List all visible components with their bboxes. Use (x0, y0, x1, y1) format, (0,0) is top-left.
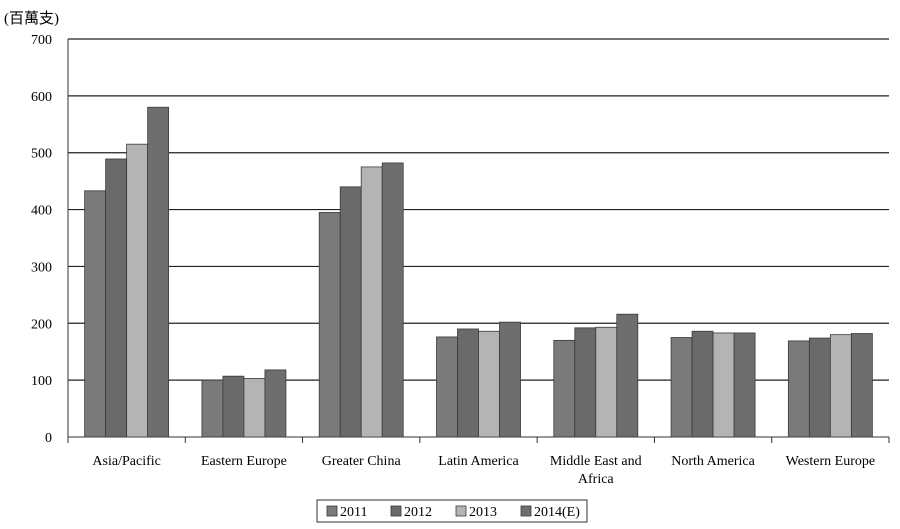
bar-2012-1 (223, 376, 244, 437)
legend-label-2011: 2011 (340, 505, 367, 520)
x-category-label-4-line1: Africa (578, 472, 615, 487)
y-tick-label-3: 300 (31, 260, 52, 275)
bar-2012-6 (809, 338, 830, 437)
bar-2012-2 (340, 187, 361, 437)
bar-2011-3 (437, 337, 458, 437)
x-category-label-6: Western Europe (786, 454, 875, 469)
bar-2013-6 (830, 335, 851, 437)
bar-2011-5 (671, 338, 692, 438)
x-category-label-1: Eastern Europe (201, 454, 287, 469)
bar-2011-1 (202, 380, 223, 437)
bar-2014(E)-3 (500, 322, 521, 437)
bar-2011-6 (788, 341, 809, 437)
x-category-label-0: Asia/Pacific (92, 454, 160, 469)
bar-2013-4 (596, 327, 617, 437)
bar-2012-3 (458, 329, 479, 437)
bar-2013-2 (361, 167, 382, 437)
bar-2011-4 (554, 340, 575, 437)
legend-swatch-2013 (456, 506, 466, 516)
bar-2012-0 (106, 159, 127, 437)
legend-label-2013: 2013 (469, 505, 497, 520)
bar-2013-5 (713, 333, 734, 437)
y-tick-label-1: 100 (31, 374, 52, 389)
legend-swatch-2011 (327, 506, 337, 516)
bar-2014(E)-4 (617, 314, 638, 437)
legend-label-2014(E): 2014(E) (534, 505, 580, 520)
x-category-label-5: North America (671, 454, 755, 469)
x-category-label-4: Middle East and (550, 454, 642, 469)
bar-2014(E)-0 (148, 107, 169, 437)
bar-2014(E)-5 (734, 333, 755, 437)
y-tick-label-4: 400 (31, 204, 52, 219)
bar-2014(E)-6 (851, 334, 872, 437)
bar-2011-2 (319, 212, 340, 437)
y-tick-label-2: 200 (31, 317, 52, 332)
bar-2013-1 (244, 378, 265, 437)
y-tick-label-7: 700 (31, 33, 52, 48)
bar-2014(E)-1 (265, 370, 286, 437)
legend-label-2012: 2012 (404, 505, 432, 520)
bar-2012-4 (575, 328, 596, 437)
x-category-label-2: Greater China (322, 454, 402, 469)
bar-2013-3 (479, 331, 500, 437)
bar-2014(E)-2 (382, 163, 403, 437)
y-axis-unit-label: (百萬支) (4, 10, 59, 27)
bar-2013-0 (127, 144, 148, 437)
legend-swatch-2012 (391, 506, 401, 516)
x-category-label-3: Latin America (438, 454, 519, 469)
y-tick-label-6: 600 (31, 90, 52, 105)
legend-swatch-2014(E) (521, 506, 531, 516)
y-tick-label-0: 0 (45, 431, 52, 446)
y-tick-label-5: 500 (31, 147, 52, 162)
bar-2011-0 (85, 191, 106, 437)
bar-2012-5 (692, 331, 713, 437)
